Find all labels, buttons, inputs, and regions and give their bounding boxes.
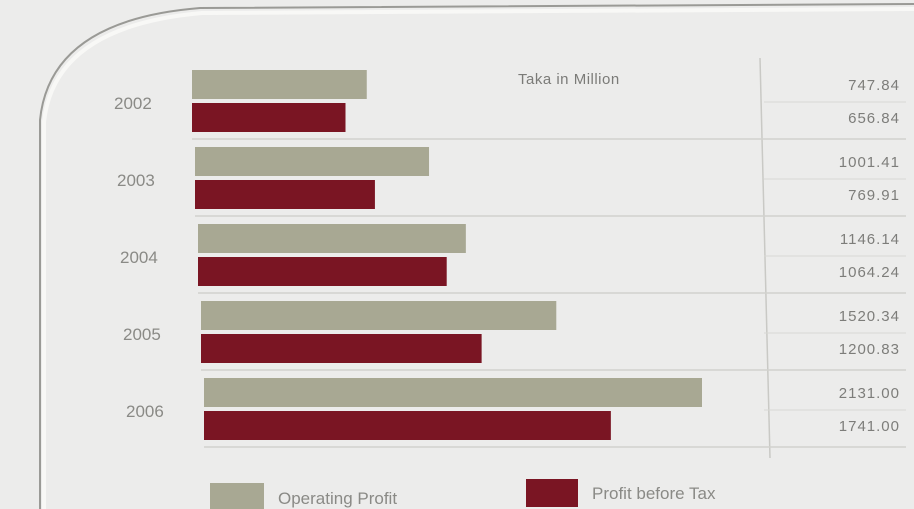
value-table: 747.84 656.84 1001.41 769.91 1146.14 1064.24 1… bbox=[839, 77, 900, 435]
year-label-2002: 2002 bbox=[114, 94, 152, 113]
value-profit-before-tax-2005: 1200.83 bbox=[839, 341, 900, 358]
table-divider bbox=[759, 57, 771, 459]
bar-operating-profit-2004 bbox=[198, 224, 466, 253]
bar-profit-before-tax-2002 bbox=[192, 103, 346, 132]
value-profit-before-tax-2002: 656.84 bbox=[848, 110, 900, 127]
year-label-2006: 2006 bbox=[126, 402, 164, 421]
legend-label-operating-profit: Operating Profit bbox=[278, 489, 397, 508]
legend: Operating Profit Profit before Tax bbox=[210, 479, 716, 509]
value-operating-profit-2004: 1146.14 bbox=[840, 231, 900, 248]
year-labels: 2002 2003 2004 2005 2006 bbox=[114, 94, 164, 421]
bar-operating-profit-2005 bbox=[201, 301, 557, 330]
bars bbox=[192, 70, 702, 440]
value-operating-profit-2002: 747.84 bbox=[848, 77, 900, 94]
bar-profit-before-tax-2004 bbox=[198, 257, 447, 286]
year-label-2003: 2003 bbox=[117, 171, 155, 190]
bar-operating-profit-2002 bbox=[192, 70, 367, 99]
value-operating-profit-2003: 1001.41 bbox=[839, 154, 900, 171]
value-operating-profit-2006: 2131.00 bbox=[839, 385, 900, 402]
legend-swatch-operating-profit bbox=[210, 483, 264, 509]
year-label-2005: 2005 bbox=[123, 325, 161, 344]
value-profit-before-tax-2004: 1064.24 bbox=[839, 264, 900, 281]
legend-swatch-profit-before-tax bbox=[526, 479, 578, 507]
bar-profit-before-tax-2003 bbox=[195, 180, 375, 209]
value-profit-before-tax-2006: 1741.00 bbox=[839, 418, 900, 435]
bar-operating-profit-2003 bbox=[195, 147, 430, 176]
legend-label-profit-before-tax: Profit before Tax bbox=[592, 484, 716, 503]
frame-highlight bbox=[42, 7, 914, 509]
value-operating-profit-2005: 1520.34 bbox=[839, 308, 900, 325]
grid bbox=[192, 57, 906, 459]
year-label-2004: 2004 bbox=[120, 248, 158, 267]
bar-operating-profit-2006 bbox=[204, 378, 702, 407]
frame-border bbox=[39, 3, 914, 509]
bar-profit-before-tax-2006 bbox=[204, 411, 611, 440]
value-profit-before-tax-2003: 769.91 bbox=[848, 187, 900, 204]
bar-profit-before-tax-2005 bbox=[201, 334, 482, 363]
unit-label: Taka in Million bbox=[518, 71, 620, 88]
